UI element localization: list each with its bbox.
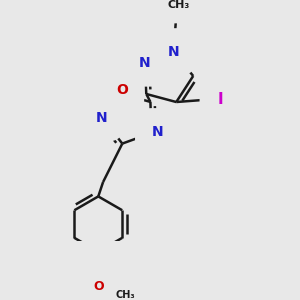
Text: CH₃: CH₃ xyxy=(167,0,190,10)
Text: I: I xyxy=(218,92,224,107)
Text: N: N xyxy=(152,125,163,139)
Text: O: O xyxy=(116,83,128,98)
Text: N: N xyxy=(168,45,179,59)
Text: N: N xyxy=(139,56,151,70)
Text: N: N xyxy=(95,111,107,125)
Text: CH₃: CH₃ xyxy=(115,290,135,300)
Text: O: O xyxy=(93,280,104,293)
